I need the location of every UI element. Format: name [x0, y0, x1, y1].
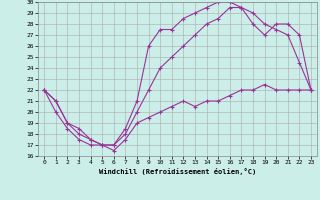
X-axis label: Windchill (Refroidissement éolien,°C): Windchill (Refroidissement éolien,°C): [99, 168, 256, 175]
